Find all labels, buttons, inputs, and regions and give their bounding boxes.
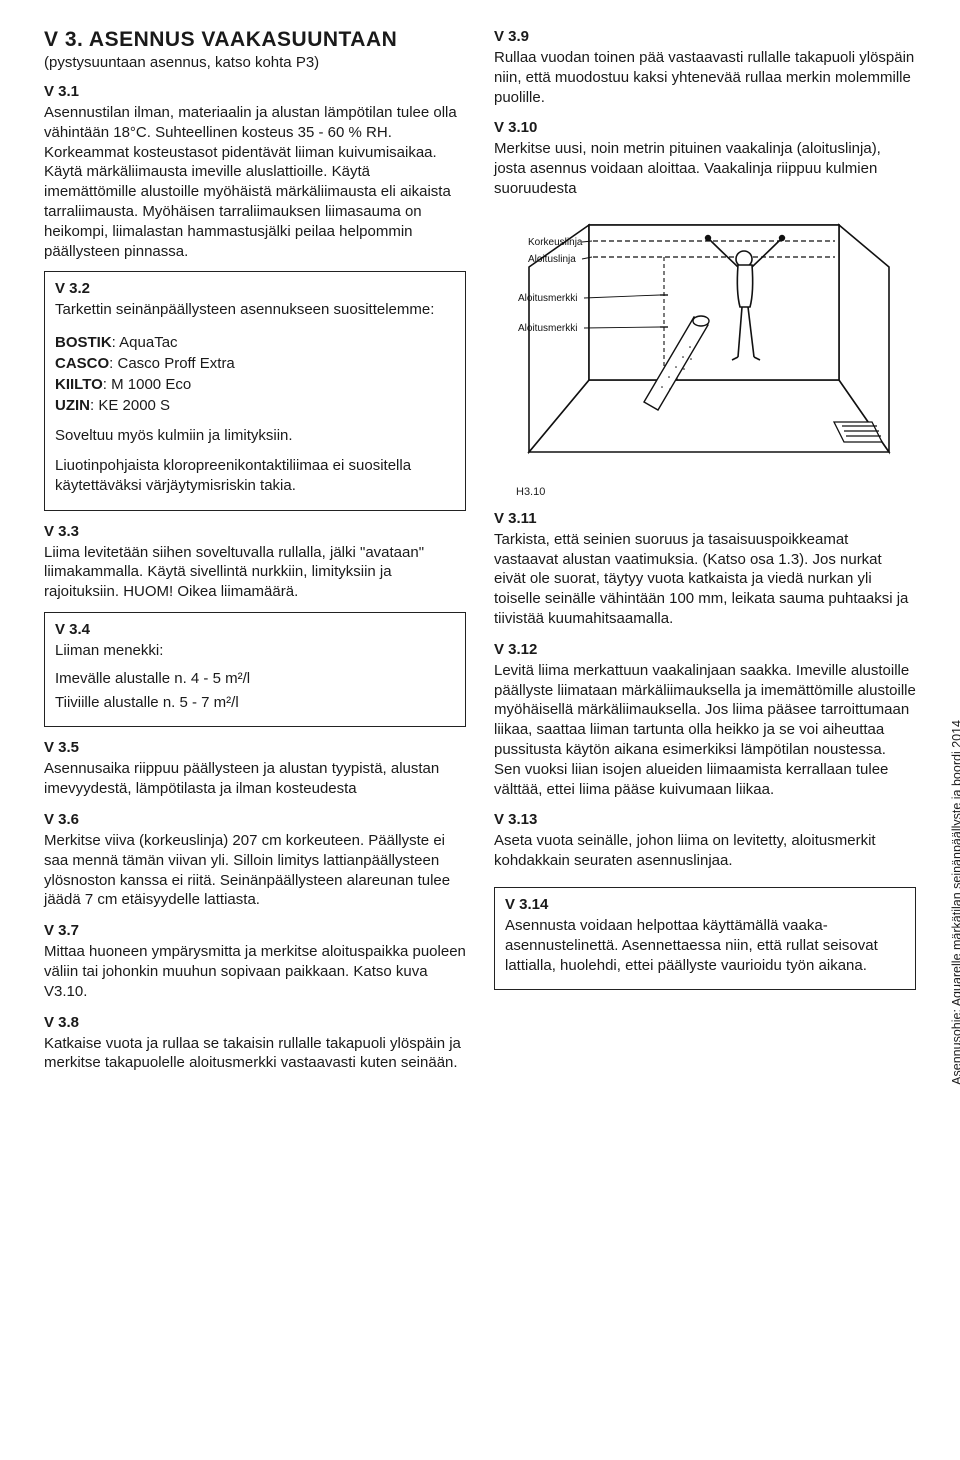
heading-v3-6: V 3.6: [44, 811, 466, 828]
brand-line-2: KIILTO: M 1000 Eco: [55, 374, 455, 395]
heading-v3-8: V 3.8: [44, 1014, 466, 1031]
heading-v3-2: V 3.2: [55, 280, 455, 297]
text-v3-4-l1: Liiman menekki:: [55, 641, 455, 661]
fig-label-aloitusmerkki2: Aloitusmerkki: [518, 323, 577, 334]
brand-val-1: : Casco Proff Extra: [109, 355, 235, 372]
text-v3-6: Merkitse viiva (korkeuslinja) 207 cm kor…: [44, 831, 466, 910]
box-v3-4: V 3.4 Liiman menekki: Imevälle alustalle…: [44, 612, 466, 727]
text-v3-5: Asennusaika riippuu päällysteen ja alust…: [44, 759, 466, 799]
two-column-layout: V 3. ASENNUS VAAKASUUNTAAN (pystysuuntaa…: [44, 28, 916, 1077]
fig-label-aloituslinja: Aloituslinja: [528, 254, 576, 265]
text-v3-4-l3: Tiiviille alustalle n. 5 - 7 m²/l: [55, 693, 455, 713]
heading-v3-4: V 3.4: [55, 621, 455, 638]
brand-line-3: UZIN: KE 2000 S: [55, 395, 455, 416]
main-title: V 3. ASENNUS VAAKASUUNTAAN: [44, 28, 466, 52]
heading-v3-3: V 3.3: [44, 523, 466, 540]
fig-label-aloitusmerkki1: Aloitusmerkki: [518, 293, 577, 304]
brand-val-0: : AquaTac: [112, 334, 178, 351]
text-v3-2-end: Liuotinpohjaista kloropreenikontaktiliim…: [55, 456, 455, 496]
subtitle: (pystysuuntaan asennus, katso kohta P3): [44, 54, 466, 71]
brand-name-2: KIILTO: [55, 376, 103, 393]
text-v3-13: Aseta vuota seinälle, johon liima on lev…: [494, 831, 916, 871]
heading-v3-11: V 3.11: [494, 510, 916, 527]
heading-v3-9: V 3.9: [494, 28, 916, 45]
text-v3-1: Asennustilan ilman, materiaalin ja alust…: [44, 103, 466, 261]
brand-name-3: UZIN: [55, 397, 90, 414]
text-v3-8: Katkaise vuota ja rullaa se takaisin rul…: [44, 1034, 466, 1074]
heading-v3-13: V 3.13: [494, 811, 916, 828]
brand-val-3: : KE 2000 S: [90, 397, 170, 414]
right-column: V 3.9 Rullaa vuodan toinen pää vastaavas…: [494, 28, 916, 1077]
side-vertical-text: Asennusohje: Aquarelle märkätilan seinän…: [950, 720, 960, 1085]
text-v3-7: Mittaa huoneen ympärysmitta ja merkitse …: [44, 942, 466, 1001]
text-v3-3: Liima levitetään siihen soveltuvalla rul…: [44, 543, 466, 602]
page: V 3. ASENNUS VAAKASUUNTAAN (pystysuuntaa…: [0, 0, 960, 1105]
text-v3-2-intro: Tarkettin seinänpäällysteen asennukseen …: [55, 300, 455, 320]
text-v3-14: Asennusta voidaan helpottaa käyttämällä …: [505, 916, 905, 975]
figure-caption: H3.10: [516, 486, 916, 498]
text-v3-10: Merkitse uusi, noin metrin pituinen vaak…: [494, 139, 916, 198]
text-v3-12: Levitä liima merkattuun vaakalinjaan saa…: [494, 661, 916, 800]
heading-v3-5: V 3.5: [44, 739, 466, 756]
heading-v3-1: V 3.1: [44, 83, 466, 100]
box-v3-2: V 3.2 Tarkettin seinänpäällysteen asennu…: [44, 271, 466, 510]
left-column: V 3. ASENNUS VAAKASUUNTAAN (pystysuuntaa…: [44, 28, 466, 1077]
heading-v3-10: V 3.10: [494, 119, 916, 136]
text-v3-11: Tarkista, että seinien suoruus ja tasais…: [494, 530, 916, 629]
heading-v3-12: V 3.12: [494, 641, 916, 658]
diagram-room-svg: Korkeuslinja Aloituslinja Aloitusmerkki …: [494, 207, 894, 477]
brand-line-1: CASCO: Casco Proff Extra: [55, 353, 455, 374]
fig-label-korkeuslinja: Korkeuslinja: [528, 237, 583, 248]
heading-v3-14: V 3.14: [505, 896, 905, 913]
text-v3-9: Rullaa vuodan toinen pää vastaavasti rul…: [494, 48, 916, 107]
text-v3-2-mid: Soveltuu myös kulmiin ja limityksiin.: [55, 426, 455, 446]
brand-name-0: BOSTIK: [55, 334, 112, 351]
box-v3-14: V 3.14 Asennusta voidaan helpottaa käytt…: [494, 887, 916, 990]
figure-v3-10: Korkeuslinja Aloituslinja Aloitusmerkki …: [494, 207, 916, 498]
text-v3-4-l2: Imevälle alustalle n. 4 - 5 m²/l: [55, 669, 455, 689]
brand-line-0: BOSTIK: AquaTac: [55, 332, 455, 353]
brand-name-1: CASCO: [55, 355, 109, 372]
heading-v3-7: V 3.7: [44, 922, 466, 939]
brand-val-2: : M 1000 Eco: [103, 376, 191, 393]
